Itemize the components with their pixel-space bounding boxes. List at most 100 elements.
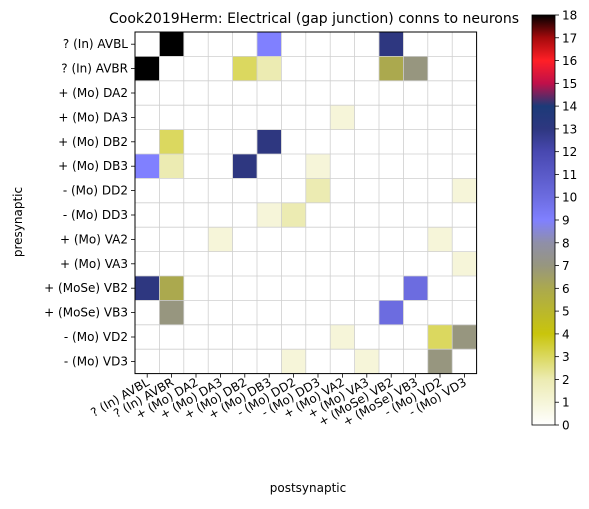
heatmap-cell — [135, 129, 160, 154]
heatmap-cell — [427, 105, 453, 130]
heatmap-cell — [159, 227, 184, 252]
heatmap-cell — [281, 178, 306, 203]
heatmap-cell — [208, 324, 233, 350]
heatmap-cell — [232, 32, 257, 57]
heatmap-cell — [232, 227, 257, 252]
heatmap-cell — [403, 56, 428, 81]
heatmap-cell — [305, 300, 331, 325]
heatmap-cell — [452, 105, 477, 130]
heatmap-cell — [232, 251, 257, 276]
heatmap-cell — [330, 202, 355, 228]
heatmap-cell — [305, 105, 331, 130]
heatmap-cell — [379, 251, 404, 276]
heatmap-cell — [232, 300, 257, 325]
heatmap-cell — [208, 129, 233, 154]
heatmap-cell — [354, 227, 379, 252]
heatmap-cell — [257, 80, 282, 106]
heatmap-cell — [183, 251, 209, 276]
heatmap-cell — [135, 324, 160, 350]
heatmap-cell — [257, 202, 282, 228]
heatmap-cell — [257, 227, 282, 252]
heatmap-cell — [379, 227, 404, 252]
heatmap-cell — [330, 32, 355, 57]
heatmap-plot-area — [134, 31, 478, 375]
heatmap-cell — [159, 178, 184, 203]
heatmap-cell — [232, 154, 257, 179]
heatmap-cell — [305, 202, 331, 228]
heatmap-cell — [135, 276, 160, 301]
heatmap-cell — [208, 32, 233, 57]
heatmap-cell — [183, 178, 209, 203]
heatmap-cell — [135, 251, 160, 276]
colorbar-tick-label: 12 — [562, 145, 577, 159]
heatmap-cell — [354, 105, 379, 130]
heatmap-cell — [135, 227, 160, 252]
heatmap-cell — [281, 300, 306, 325]
heatmap-cell — [257, 300, 282, 325]
heatmap-cell — [330, 105, 355, 130]
heatmap-cell — [159, 80, 184, 106]
heatmap-cell — [305, 324, 331, 350]
heatmap-cell — [208, 300, 233, 325]
heatmap-cell — [354, 129, 379, 154]
heatmap-cell — [281, 32, 306, 57]
heatmap-cell — [305, 349, 331, 374]
heatmap-cell — [159, 202, 184, 228]
colorbar-tick-label: 3 — [562, 350, 570, 364]
heatmap-cell — [452, 227, 477, 252]
heatmap-cell — [403, 178, 428, 203]
heatmap-cell — [452, 251, 477, 276]
heatmap-cell — [403, 129, 428, 154]
heatmap-cell — [354, 324, 379, 350]
heatmap-cell — [330, 56, 355, 81]
heatmap-cell — [135, 80, 160, 106]
y-tick-label: + (Mo) DA2 — [58, 86, 128, 100]
heatmap-cell — [305, 80, 331, 106]
heatmap-cell — [403, 105, 428, 130]
heatmap-cell — [330, 349, 355, 374]
heatmap-cell — [354, 154, 379, 179]
heatmap-cell — [379, 178, 404, 203]
heatmap-cell — [330, 276, 355, 301]
heatmap-cell — [257, 154, 282, 179]
y-tick-label: + (Mo) DB3 — [58, 159, 128, 173]
heatmap-cell — [135, 154, 160, 179]
x-axis-label: postsynaptic — [270, 481, 346, 495]
heatmap-cell — [305, 276, 331, 301]
heatmap-cell — [354, 80, 379, 106]
colorbar-tick-label: 13 — [562, 122, 577, 136]
heatmap-cell — [257, 32, 282, 57]
colorbar-tick-label: 6 — [562, 282, 570, 296]
y-tick-label: + (MoSe) VB3 — [44, 306, 128, 320]
heatmap-cell — [281, 349, 306, 374]
heatmap-cell — [135, 300, 160, 325]
heatmap-cell — [208, 154, 233, 179]
heatmap-cell — [452, 276, 477, 301]
heatmap-cell — [159, 129, 184, 154]
heatmap-cell — [257, 251, 282, 276]
heatmap-cell — [305, 251, 331, 276]
colorbar-tick-label: 1 — [562, 396, 570, 410]
heatmap-cell — [427, 227, 453, 252]
heatmap-cell — [330, 178, 355, 203]
heatmap-cell — [183, 202, 209, 228]
heatmap-cell — [159, 32, 184, 57]
heatmap-cell — [232, 276, 257, 301]
colorbar-tick-label: 8 — [562, 236, 570, 250]
heatmap-cell — [281, 129, 306, 154]
heatmap-cell — [183, 276, 209, 301]
heatmap-cell — [208, 56, 233, 81]
heatmap-cell — [232, 80, 257, 106]
heatmap-cell — [159, 324, 184, 350]
heatmap-cell — [281, 154, 306, 179]
heatmap-cell — [183, 227, 209, 252]
heatmap-cell — [427, 276, 453, 301]
heatmap-cell — [403, 202, 428, 228]
heatmap-cell — [183, 32, 209, 57]
heatmap-cell — [354, 202, 379, 228]
y-tick-label: - (Mo) VD3 — [64, 354, 128, 368]
heatmap-cell — [427, 178, 453, 203]
heatmap-cell — [379, 154, 404, 179]
chart-title: Cook2019Herm: Electrical (gap junction) … — [109, 11, 519, 27]
